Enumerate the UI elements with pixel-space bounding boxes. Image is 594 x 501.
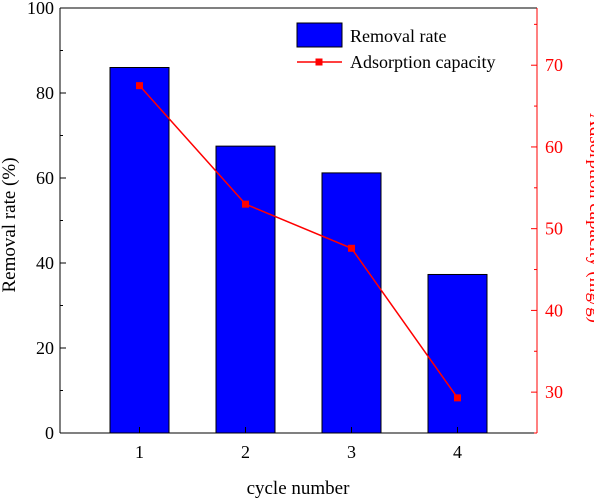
x-tick-label: 2	[241, 442, 250, 462]
y-left-tick-label: 40	[36, 253, 54, 273]
line-point	[454, 394, 461, 402]
y-left-tick-label: 100	[27, 0, 54, 18]
legend-bar-label: Removal rate	[350, 26, 446, 46]
y-right-tick-label: 50	[545, 219, 563, 239]
y-axis-left-label: Removal rate (%)	[0, 157, 20, 292]
series-line	[138, 85, 459, 399]
y-left-tick-label: 60	[36, 168, 54, 188]
y-right-tick-label: 30	[545, 382, 563, 402]
x-axis-label: cycle number	[247, 478, 351, 499]
line-point	[348, 244, 355, 252]
bar	[427, 273, 488, 434]
bar	[215, 145, 276, 434]
y-left-tick-label: 0	[45, 423, 54, 443]
y-right-tick-label: 40	[545, 300, 563, 320]
legend-bar-swatch	[296, 22, 343, 48]
bar	[321, 172, 382, 434]
legend: Removal rate Adsorption capacity	[296, 22, 495, 72]
y-left-tick-label: 80	[36, 83, 54, 103]
x-tick-label: 1	[135, 442, 144, 462]
line-point	[136, 82, 143, 90]
x-tick-label: 3	[347, 442, 356, 462]
legend-line-label: Adsorption capacity	[350, 52, 495, 72]
y-left-tick-label: 20	[36, 338, 54, 358]
bar	[109, 67, 170, 434]
x-tick-label: 4	[453, 442, 462, 462]
y-right-tick-label: 60	[545, 137, 563, 157]
line-point	[242, 200, 249, 208]
legend-line-marker	[315, 58, 323, 66]
plot-area	[109, 67, 488, 434]
y-right-tick-label: 70	[545, 55, 563, 75]
y-axis-right-label: Adsorption capacity (mg/g)	[585, 113, 594, 323]
axes: 0 20 40 60 80 100 30 40 50 60 70 1 2 3 4	[27, 0, 563, 462]
